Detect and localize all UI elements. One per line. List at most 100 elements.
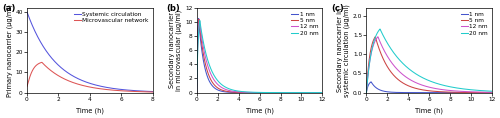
Microvascular network <box>39 62 45 63</box>
1 nm <box>196 18 202 19</box>
20 nm <box>297 92 303 93</box>
1 nm <box>467 92 473 93</box>
1 nm <box>368 81 374 82</box>
5 nm <box>276 92 281 93</box>
12 nm <box>386 59 392 60</box>
1 nm <box>320 92 326 93</box>
5 nm <box>216 88 222 90</box>
1 nm <box>194 92 200 93</box>
5 nm <box>320 92 326 93</box>
20 nm <box>216 82 222 83</box>
12 nm <box>457 91 463 92</box>
20 nm <box>377 28 383 30</box>
Systemic circulation <box>78 79 84 81</box>
Systemic circulation <box>140 90 145 92</box>
Microvascular network <box>24 86 30 87</box>
20 nm <box>439 84 445 86</box>
12 nm <box>216 85 222 87</box>
Legend: Systemic circulation, Microvascular network: Systemic circulation, Microvascular netw… <box>72 11 150 24</box>
Systemic circulation <box>24 11 30 13</box>
20 nm <box>445 86 451 87</box>
Microvascular network <box>140 91 145 93</box>
20 nm <box>412 72 418 74</box>
Y-axis label: Primary nanocarrier (μg/ml): Primary nanocarrier (μg/ml) <box>6 4 12 97</box>
Systemic circulation <box>116 88 121 90</box>
20 nm <box>242 91 248 93</box>
Microvascular network <box>77 84 83 85</box>
1 nm <box>445 92 451 93</box>
5 nm <box>194 92 200 93</box>
1 nm <box>242 92 248 93</box>
X-axis label: Time (h): Time (h) <box>246 107 274 114</box>
Y-axis label: Secondary nanocarrier in
systemic circulation (μg/ml): Secondary nanocarrier in systemic circul… <box>336 4 350 97</box>
20 nm <box>288 92 294 93</box>
X-axis label: Time (h): Time (h) <box>416 107 444 114</box>
Legend: 1 nm, 5 nm, 12 nm, 20 nm: 1 nm, 5 nm, 12 nm, 20 nm <box>460 11 489 37</box>
Line: 5 nm: 5 nm <box>366 37 492 93</box>
12 nm <box>276 92 281 93</box>
5 nm <box>372 36 378 37</box>
1 nm <box>269 92 275 93</box>
20 nm <box>194 92 200 93</box>
12 nm <box>445 90 451 91</box>
Microvascular network <box>146 91 152 93</box>
Line: 1 nm: 1 nm <box>366 82 492 93</box>
20 nm <box>467 89 473 90</box>
20 nm <box>276 92 281 93</box>
12 nm <box>242 92 248 93</box>
5 nm <box>196 19 202 20</box>
5 nm <box>242 92 248 93</box>
20 nm <box>386 45 392 47</box>
X-axis label: Time (h): Time (h) <box>76 107 104 114</box>
Line: 1 nm: 1 nm <box>196 18 322 93</box>
5 nm <box>457 92 463 93</box>
1 nm <box>489 92 495 93</box>
Legend: 1 nm, 5 nm, 12 nm, 20 nm: 1 nm, 5 nm, 12 nm, 20 nm <box>290 11 320 37</box>
5 nm <box>412 87 418 89</box>
Line: 12 nm: 12 nm <box>196 20 322 93</box>
1 nm <box>288 92 294 93</box>
Systemic circulation <box>77 79 83 80</box>
5 nm <box>269 92 275 93</box>
5 nm <box>445 91 451 93</box>
1 nm <box>439 92 445 93</box>
1 nm <box>386 91 392 93</box>
5 nm <box>364 92 370 93</box>
5 nm <box>288 92 294 93</box>
Line: Systemic circulation: Systemic circulation <box>27 12 152 92</box>
1 nm <box>412 92 418 93</box>
12 nm <box>467 91 473 93</box>
Microvascular network <box>116 90 121 91</box>
12 nm <box>375 36 381 37</box>
Systemic circulation <box>150 91 156 92</box>
12 nm <box>269 92 275 93</box>
20 nm <box>320 92 326 93</box>
12 nm <box>320 92 326 93</box>
Systemic circulation <box>146 91 152 92</box>
12 nm <box>439 89 445 90</box>
Line: 5 nm: 5 nm <box>196 19 322 93</box>
20 nm <box>364 92 370 93</box>
5 nm <box>439 91 445 93</box>
20 nm <box>489 91 495 92</box>
12 nm <box>297 92 303 93</box>
1 nm <box>276 92 281 93</box>
12 nm <box>412 81 418 83</box>
20 nm <box>269 92 275 93</box>
Line: 12 nm: 12 nm <box>366 37 492 93</box>
1 nm <box>216 90 222 91</box>
20 nm <box>197 20 203 21</box>
Text: (b): (b) <box>166 4 180 13</box>
12 nm <box>489 92 495 93</box>
Microvascular network <box>150 91 156 93</box>
12 nm <box>364 92 370 93</box>
1 nm <box>297 92 303 93</box>
Systemic circulation <box>84 82 89 83</box>
5 nm <box>489 92 495 93</box>
12 nm <box>196 19 202 21</box>
Y-axis label: Secondary nanocarrier
in microvascular (μg/ml): Secondary nanocarrier in microvascular (… <box>169 10 182 91</box>
Line: 20 nm: 20 nm <box>196 21 322 93</box>
Line: Microvascular network: Microvascular network <box>27 62 152 92</box>
Text: (a): (a) <box>2 4 15 13</box>
Text: (c): (c) <box>331 4 344 13</box>
